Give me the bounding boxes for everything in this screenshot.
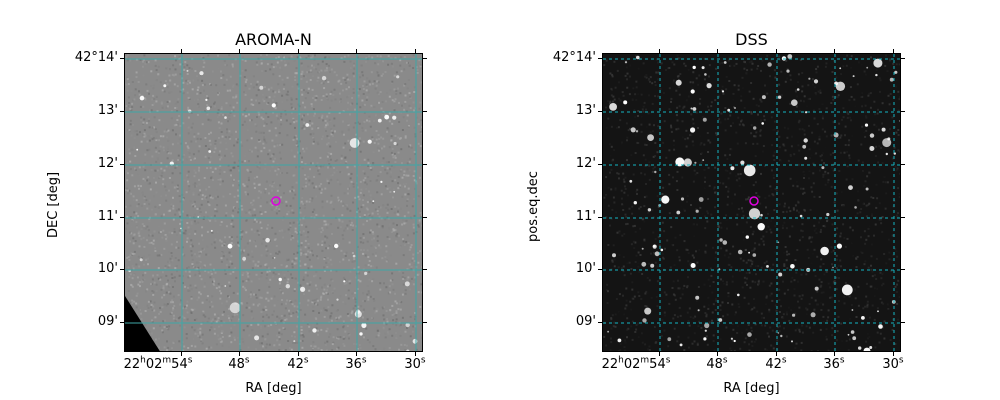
- dss-xtick-mark: [893, 49, 894, 53]
- aroma-ytick-mark: [120, 269, 124, 270]
- dss-xtick-mark: [659, 49, 660, 53]
- dss-ytick-label: 42°14': [552, 50, 596, 65]
- aroma-ytick-mark: [120, 322, 124, 323]
- dss-xtick-label: 48s: [706, 355, 728, 372]
- aroma-xtick-mark: [298, 352, 299, 356]
- dss-xtick-mark: [717, 49, 718, 53]
- aroma-xtick-mark: [239, 352, 240, 356]
- dss-ytick-mark: [901, 269, 905, 270]
- dss-sky-svg: [603, 54, 900, 351]
- dss-xtick-label: 36s: [823, 355, 845, 372]
- dss-xtick-mark: [776, 49, 777, 53]
- aroma-noise: [125, 54, 422, 351]
- aroma-ytick-mark: [120, 58, 124, 59]
- aroma-xtick-mark: [356, 352, 357, 356]
- dss-xtick-label: 30s: [882, 355, 904, 372]
- dss-title: DSS: [735, 30, 768, 49]
- aroma-ytick-mark: [120, 111, 124, 112]
- aroma-coordinate-grid: [125, 54, 422, 351]
- aroma-title: AROMA-N: [235, 30, 312, 49]
- aroma-ylabel: DEC [deg]: [46, 171, 61, 238]
- dss-background: [603, 54, 900, 351]
- aroma-ytick-label: 09': [97, 314, 118, 329]
- dss-image[interactable]: [602, 53, 901, 352]
- dss-ytick-label: 12': [575, 156, 596, 171]
- aroma-ytick-mark: [120, 164, 124, 165]
- aroma-xtick-label: 48s: [228, 355, 250, 372]
- dss-coordinate-grid: [603, 54, 900, 351]
- aroma-xtick-mark: [415, 49, 416, 53]
- dss-ytick-label: 13': [575, 103, 596, 118]
- dss-ytick-mark: [901, 58, 905, 59]
- dss-xtick-mark: [776, 352, 777, 356]
- aroma-xtick-mark: [415, 352, 416, 356]
- dss-ytick-label: 09': [575, 314, 596, 329]
- aroma-xlabel: RA [deg]: [245, 381, 302, 396]
- dss-stars: [607, 54, 900, 351]
- dss-ytick-mark: [901, 322, 905, 323]
- aroma-ytick-mark: [423, 164, 427, 165]
- aroma-image[interactable]: [124, 53, 423, 352]
- dss-ytick-label: 11': [575, 209, 596, 224]
- dss-ytick-mark: [598, 269, 602, 270]
- dss-xtick-mark: [834, 49, 835, 53]
- aroma-ytick-mark: [423, 58, 427, 59]
- dss-xtick-label: 42s: [765, 355, 787, 372]
- dss-xtick-mark: [893, 352, 894, 356]
- aroma-xtick-label: 36s: [345, 355, 367, 372]
- dss-xtick-mark: [717, 352, 718, 356]
- aroma-xtick-mark: [356, 49, 357, 53]
- aroma-ytick-mark: [423, 217, 427, 218]
- aroma-ytick-label: 12': [97, 156, 118, 171]
- dss-ytick-mark: [598, 111, 602, 112]
- aroma-xtick-label: 22h02m54s: [123, 355, 193, 372]
- aroma-xtick-mark: [298, 49, 299, 53]
- dss-xlabel: RA [deg]: [723, 381, 780, 396]
- dss-ytick-mark: [901, 164, 905, 165]
- aroma-ytick-label: 11': [97, 209, 118, 224]
- dss-xtick-mark: [834, 352, 835, 356]
- aroma-ytick-mark: [423, 111, 427, 112]
- aroma-xtick-mark: [239, 49, 240, 53]
- dss-ytick-mark: [598, 58, 602, 59]
- aroma-ytick-mark: [120, 217, 124, 218]
- dss-ylabel: pos.eq.dec: [526, 171, 541, 242]
- aroma-ytick-label: 42°14': [74, 50, 118, 65]
- aroma-xtick-mark: [181, 352, 182, 356]
- dss-target-marker: [749, 196, 759, 206]
- aroma-sky-svg: [125, 54, 422, 351]
- aroma-xtick-mark: [181, 49, 182, 53]
- aroma-target-marker: [271, 196, 281, 206]
- aroma-xtick-label: 30s: [404, 355, 426, 372]
- dss-ytick-mark: [901, 217, 905, 218]
- aroma-ytick-mark: [423, 322, 427, 323]
- aroma-ytick-label: 10': [97, 261, 118, 276]
- aroma-xtick-label: 42s: [287, 355, 309, 372]
- dss-ytick-mark: [598, 164, 602, 165]
- aroma-ytick-label: 13': [97, 103, 118, 118]
- aroma-ytick-mark: [423, 269, 427, 270]
- dss-ytick-mark: [598, 217, 602, 218]
- dss-xtick-label: 22h02m54s: [601, 355, 671, 372]
- dss-xtick-mark: [659, 352, 660, 356]
- dss-ytick-mark: [901, 111, 905, 112]
- dss-ytick-label: 10': [575, 261, 596, 276]
- dss-ytick-mark: [598, 322, 602, 323]
- aroma-background: [125, 54, 422, 351]
